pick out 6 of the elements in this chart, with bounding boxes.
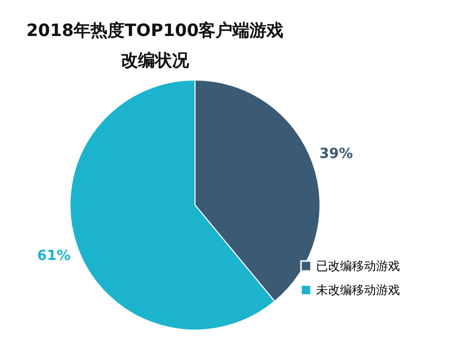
data-label: 61% — [37, 248, 71, 264]
data-label: 39% — [319, 146, 353, 162]
legend-label: 已改编移动游戏 — [316, 259, 400, 273]
legend-label: 未改编移动游戏 — [316, 283, 400, 297]
text: 改编状况 — [121, 51, 189, 71]
text: 2018年热度TOP100客户端游戏 — [26, 21, 284, 41]
